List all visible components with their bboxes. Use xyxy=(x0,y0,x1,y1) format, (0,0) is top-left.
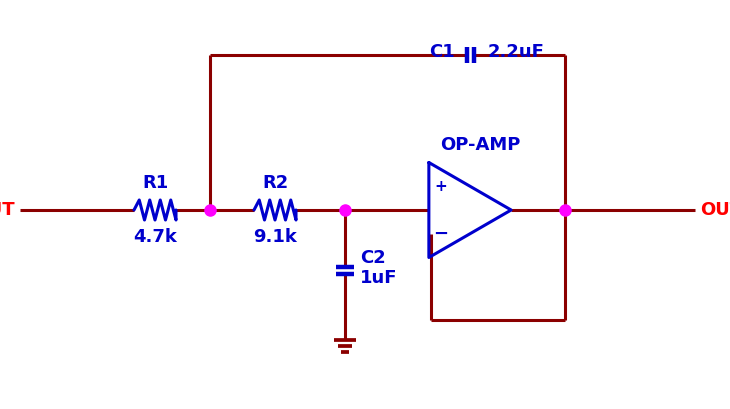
Text: R1: R1 xyxy=(142,174,168,192)
Text: C2: C2 xyxy=(360,249,385,267)
Text: 9.1k: 9.1k xyxy=(253,228,297,246)
Text: R2: R2 xyxy=(262,174,288,192)
Text: C1: C1 xyxy=(429,43,455,61)
Text: −: − xyxy=(434,225,448,243)
Text: +: + xyxy=(434,179,447,194)
Text: 2.2uF: 2.2uF xyxy=(488,43,545,61)
Text: OUTPUT: OUTPUT xyxy=(700,201,730,219)
Text: 1uF: 1uF xyxy=(360,269,398,287)
Text: OP-AMP: OP-AMP xyxy=(439,137,520,155)
Text: 4.7k: 4.7k xyxy=(133,228,177,246)
Text: INPUT: INPUT xyxy=(0,201,15,219)
